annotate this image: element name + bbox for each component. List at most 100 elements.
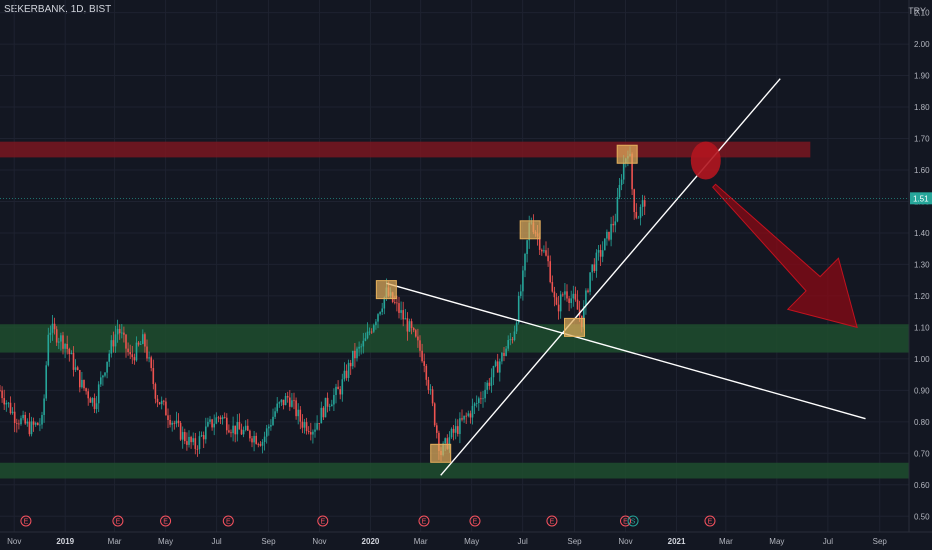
x-tick-label: 2019 (56, 537, 74, 546)
candle-body (612, 223, 614, 226)
candle-body (583, 306, 585, 327)
event-marker (20, 515, 32, 527)
candle-body (7, 402, 10, 404)
candle-body (328, 406, 331, 407)
candle-body (139, 343, 142, 345)
candle-body (123, 332, 125, 335)
candle-body (125, 334, 127, 349)
candle-body (53, 323, 56, 330)
candle-body (396, 302, 398, 304)
candle-body (152, 368, 155, 385)
event-marker (160, 515, 172, 527)
candle-body (450, 428, 453, 438)
candle-body (93, 398, 96, 410)
candle-body (637, 217, 640, 219)
candle-body (263, 436, 266, 443)
candle-body (400, 310, 402, 313)
x-tick-label: Mar (414, 537, 428, 546)
candle-body (177, 420, 180, 423)
candle-body (471, 405, 474, 418)
candle-body (606, 231, 608, 239)
candle-body (492, 366, 495, 378)
x-tick-label: Sep (873, 537, 888, 546)
candle-body (259, 444, 262, 446)
candle-body (154, 384, 157, 399)
candle-body (314, 429, 316, 432)
x-tick-label: Mar (719, 537, 733, 546)
candle-body (118, 328, 121, 334)
candle-body (173, 422, 176, 424)
event-marker (418, 515, 430, 527)
candle-body (70, 352, 73, 355)
candle-body (32, 421, 35, 425)
candle-body (622, 163, 625, 180)
chart-header-title: SEKERBANK, 1D, BIST (4, 4, 112, 15)
candle-body (616, 197, 619, 222)
event-marker (627, 515, 639, 527)
candle-body (142, 334, 144, 344)
candle-body (286, 396, 289, 398)
candle-body (0, 390, 1, 392)
candle-body (16, 422, 18, 424)
target-circle (690, 141, 721, 180)
candle-body (358, 346, 360, 349)
candle-body (337, 386, 339, 390)
candle-body (55, 329, 58, 343)
y-tick-label: 1.40 (914, 229, 930, 238)
y-tick-label: 0.60 (914, 481, 930, 490)
candle-body (232, 425, 234, 434)
candle-body (394, 301, 396, 303)
event-label: E (24, 519, 29, 526)
candle-body (282, 399, 285, 406)
candle-body (181, 432, 184, 440)
candle-body (467, 413, 470, 416)
candle-body (110, 340, 113, 354)
candle-body (202, 435, 205, 440)
candle-body (268, 426, 270, 429)
candle-body (196, 448, 199, 450)
candle-body (604, 238, 606, 251)
candle-body (49, 332, 52, 335)
candle-body (1, 390, 3, 399)
candle-body (333, 394, 335, 405)
candle-body (278, 402, 281, 404)
y-tick-label: 1.60 (914, 166, 930, 175)
candle-body (454, 426, 457, 433)
event-label: E (623, 519, 628, 526)
candle-body (37, 422, 39, 426)
candle-body (39, 424, 41, 426)
resistance-zone (0, 141, 811, 158)
candle-body (522, 270, 524, 292)
candle-body (547, 255, 549, 262)
candle-body (559, 294, 562, 312)
trendline (386, 282, 866, 420)
candle-body (209, 419, 211, 422)
candle-body (551, 282, 554, 292)
candle-body (322, 407, 325, 418)
candle-body (81, 379, 83, 388)
candle-body (247, 425, 249, 431)
candle-body (555, 297, 558, 305)
candle-body (473, 403, 476, 406)
candle-body (158, 402, 161, 405)
x-tick-label: Mar (108, 537, 122, 546)
trendline (440, 78, 781, 476)
candle-body (633, 189, 635, 213)
candle-body (272, 416, 274, 425)
event-label: E (320, 519, 325, 526)
candle-body (599, 250, 602, 257)
x-tick-label: Sep (567, 537, 582, 546)
candle-body (316, 423, 318, 430)
candle-body (408, 321, 411, 332)
candle-body (236, 422, 239, 435)
candle-body (146, 346, 148, 359)
x-tick-label: Jul (823, 537, 833, 546)
y-tick-label: 1.80 (914, 103, 930, 112)
candle-body (446, 438, 449, 449)
candle-body (459, 418, 461, 434)
candle-body (469, 413, 472, 418)
candle-body (339, 389, 341, 395)
candle-body (9, 402, 12, 414)
last-price-label: 1.51 (913, 194, 929, 203)
